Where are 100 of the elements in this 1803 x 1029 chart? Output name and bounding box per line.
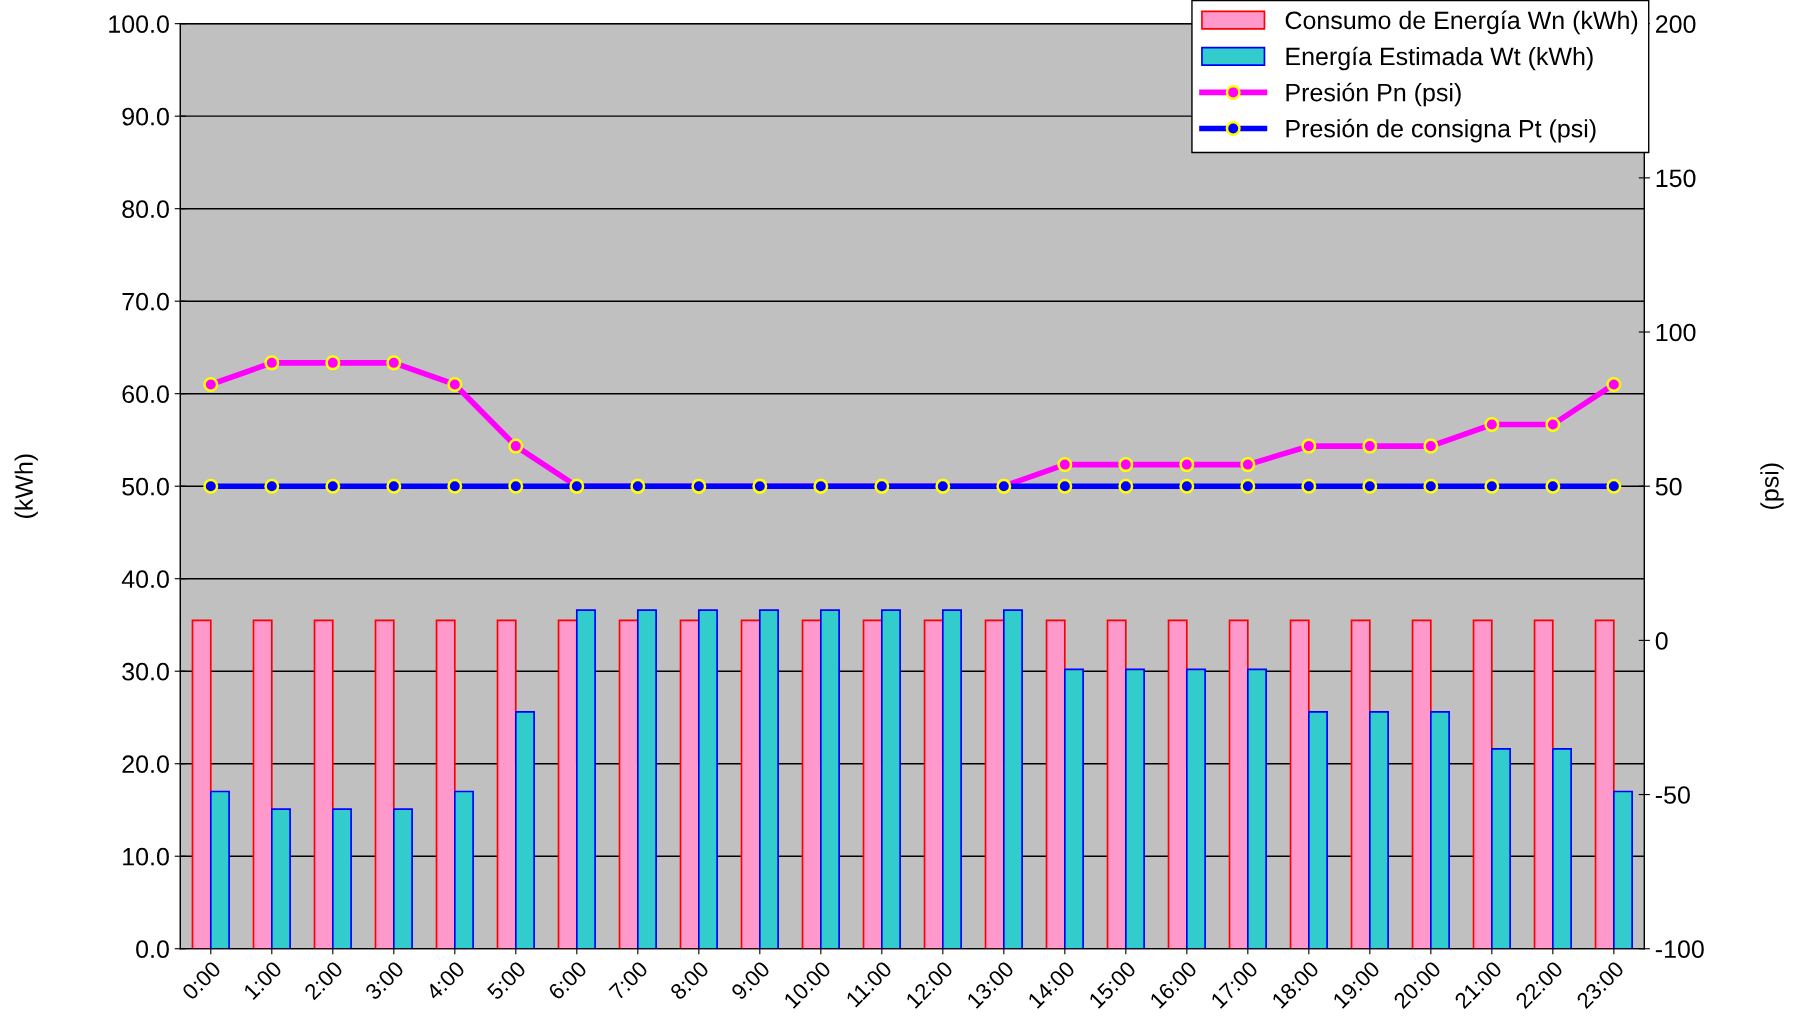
- y-tick-label: 10.0: [123, 847, 169, 866]
- bar: [880, 609, 901, 949]
- y-tick-label: 40.0: [121, 570, 169, 589]
- bar: [270, 808, 291, 949]
- bar: [1045, 619, 1066, 949]
- bar: [1307, 711, 1328, 949]
- bar: [941, 609, 962, 949]
- bar: [984, 619, 1005, 949]
- bar: [1368, 711, 1389, 949]
- bar: [862, 619, 883, 949]
- bar: [557, 619, 578, 949]
- x-tick-label: 8:00: [669, 960, 710, 1001]
- bar: [1002, 609, 1023, 949]
- bar: [1106, 619, 1127, 949]
- point: [447, 376, 463, 392]
- y-tick-label: 60.0: [122, 385, 169, 403]
- point: [203, 376, 219, 392]
- bar: [1411, 619, 1432, 949]
- y-tick-label: 20.0: [122, 755, 169, 774]
- y-tick-label: 100.0: [109, 15, 169, 33]
- bar: [252, 619, 273, 949]
- bar: [453, 790, 474, 949]
- bar: [618, 619, 639, 949]
- point: [1423, 438, 1439, 454]
- x-tick-label: 7:00: [608, 960, 649, 1001]
- bar: [740, 619, 761, 949]
- legend-label: Energía Estimada Wt (kWh): [1286, 46, 1593, 71]
- bar: [758, 609, 779, 949]
- bar: [575, 609, 596, 949]
- bar: [1594, 619, 1615, 949]
- point: [1362, 438, 1378, 454]
- y2-tick-label: -50: [1655, 786, 1690, 804]
- point: [1484, 417, 1500, 433]
- point: [386, 355, 402, 371]
- x-tick-label: 5:00: [486, 960, 527, 1001]
- bar: [923, 619, 944, 949]
- y-tick-label: 50.0: [122, 477, 169, 496]
- x-tick-label: 9:00: [730, 960, 771, 1001]
- bar: [191, 619, 212, 949]
- bar: [1167, 619, 1188, 949]
- bar: [1246, 668, 1267, 949]
- y-tick-label: 90.0: [122, 107, 169, 126]
- legend-label: Consumo de Energía Wn (kWh): [1285, 10, 1638, 35]
- y-axis-title: (kWh): [14, 454, 38, 518]
- bar: [1228, 619, 1249, 949]
- point: [1545, 417, 1561, 433]
- bar: [679, 619, 700, 949]
- point: [264, 355, 280, 371]
- point: [1240, 478, 1256, 494]
- bar: [1533, 619, 1554, 949]
- x-tick-label: 0:00: [181, 960, 222, 1001]
- bar: [374, 619, 395, 949]
- y-tick-label: 0.0: [136, 940, 169, 959]
- point: [1484, 478, 1500, 494]
- bar: [697, 609, 718, 949]
- bar: [1551, 748, 1572, 949]
- bar: [636, 609, 657, 949]
- y-tick-label: 80.0: [122, 200, 169, 218]
- x-tick-label: 3:00: [364, 960, 405, 1001]
- x-tick-label: 6:00: [547, 960, 588, 1001]
- point: [508, 478, 524, 494]
- point: [1057, 457, 1073, 473]
- bar: [496, 619, 517, 949]
- point: [1423, 478, 1439, 494]
- bar: [1613, 790, 1633, 949]
- point: [1179, 457, 1195, 473]
- y2-tick-label: 50: [1655, 477, 1682, 496]
- bar: [1289, 619, 1310, 949]
- point: [1606, 478, 1622, 494]
- y2-tick-label: 200: [1656, 15, 1696, 33]
- bar: [1490, 748, 1511, 949]
- point: [203, 478, 219, 494]
- y-tick-label: 30.0: [122, 662, 169, 681]
- point: [1606, 376, 1622, 392]
- bar: [1185, 668, 1206, 949]
- point: [1545, 478, 1561, 494]
- x-tick-label: 4:00: [425, 960, 466, 1001]
- bar: [392, 808, 413, 949]
- bar: [1350, 619, 1371, 949]
- point: [325, 478, 341, 494]
- legend-label: Presión de consigna Pt (psi): [1286, 118, 1596, 143]
- bar: [313, 619, 334, 949]
- bar: [209, 790, 230, 949]
- y2-tick-label: -100: [1655, 940, 1704, 959]
- point: [508, 438, 524, 454]
- bar: [1063, 668, 1084, 949]
- point: [447, 478, 463, 494]
- point: [1057, 478, 1073, 494]
- bar: [819, 609, 840, 949]
- y2-tick-label: 0: [1655, 631, 1668, 650]
- y2-tick-label: 100: [1656, 323, 1696, 342]
- point: [325, 355, 341, 371]
- bar: [435, 619, 456, 949]
- point: [1118, 478, 1134, 494]
- point: [1179, 478, 1195, 494]
- bar: [1472, 619, 1493, 949]
- point: [264, 478, 280, 494]
- bar: [1124, 668, 1145, 949]
- y2-axis-title: (psi): [1760, 463, 1784, 509]
- point: [1240, 457, 1256, 473]
